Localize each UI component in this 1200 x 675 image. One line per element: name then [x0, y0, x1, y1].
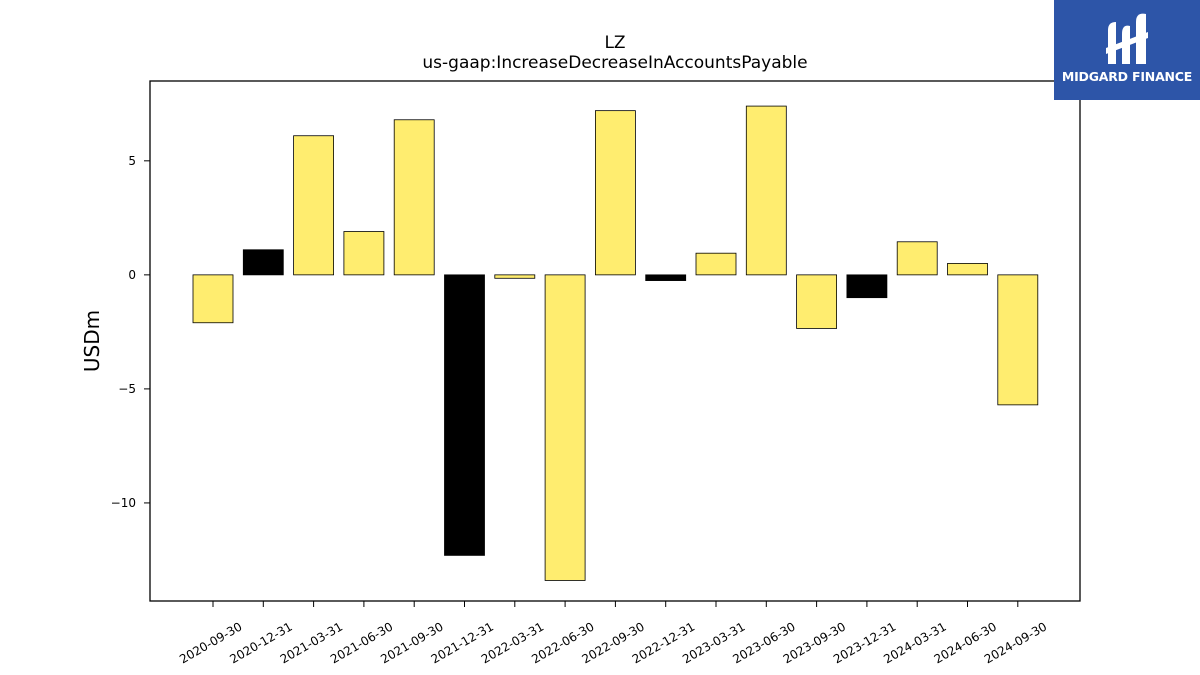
- y-tick-label: −5: [118, 382, 136, 396]
- bar-2023-12-31: [846, 274, 888, 299]
- bar-2022-06-30: [544, 274, 586, 581]
- bar-2021-06-30: [343, 231, 385, 276]
- plot-frame: [149, 80, 1081, 602]
- midgard-finance-logo: MIDGARD FINANCE: [1054, 0, 1200, 100]
- bar-2024-03-31: [896, 241, 938, 276]
- x-axis: 2020-09-302020-12-312021-03-312021-06-30…: [177, 601, 1049, 666]
- bars-group: [192, 105, 1039, 581]
- bar-2022-09-30: [595, 110, 636, 276]
- bar-2023-03-31: [695, 252, 737, 276]
- bar-2023-09-30: [796, 274, 837, 329]
- logo-text: MIDGARD FINANCE: [1061, 69, 1193, 84]
- y-tick-label: −10: [111, 496, 136, 510]
- bar-2021-03-31: [293, 135, 335, 276]
- y-axis: 5 0 −5 −10: [111, 154, 150, 510]
- bar-2021-09-30: [393, 119, 435, 276]
- bar-2020-09-30: [192, 274, 234, 324]
- chart-subtitle: us-gaap:IncreaseDecreaseInAccountsPayabl…: [422, 53, 807, 73]
- bar-2022-03-31: [494, 274, 536, 279]
- bar-2024-09-30: [997, 274, 1039, 406]
- y-axis-label: USDm: [80, 310, 104, 372]
- bar-2020-12-31: [242, 249, 284, 276]
- bar-2022-12-31: [645, 274, 687, 281]
- midgard-logo-icon: [1106, 13, 1148, 64]
- bar-2021-12-31: [444, 274, 485, 556]
- bar-2023-06-30: [745, 105, 787, 276]
- y-tick-label: 0: [128, 268, 136, 282]
- bar-2024-06-30: [947, 263, 988, 276]
- chart-title: LZ: [604, 33, 625, 53]
- y-tick-label: 5: [128, 154, 136, 168]
